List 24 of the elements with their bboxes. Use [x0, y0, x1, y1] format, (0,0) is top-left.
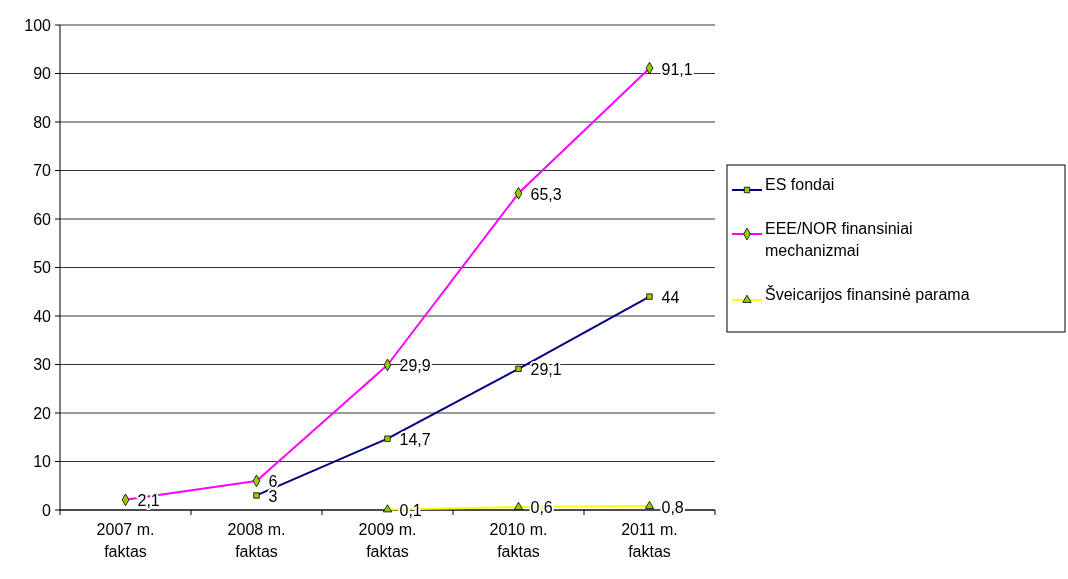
- data-label: 29,1: [530, 361, 562, 379]
- y-tick-label: 60: [33, 210, 52, 228]
- y-tick-label: 70: [33, 162, 52, 180]
- y-tick-label: 50: [33, 259, 52, 277]
- data-label: 2,1: [137, 492, 160, 510]
- data-label: 65,3: [530, 185, 562, 203]
- y-tick-label: 0: [42, 501, 52, 519]
- y-tick-label: 100: [24, 16, 52, 34]
- y-tick-label: 90: [33, 65, 52, 83]
- y-tick-label: 40: [33, 307, 52, 325]
- x-tick-label: 2007 m. faktas: [96, 521, 155, 560]
- x-tick-label: 2010 m. faktas: [489, 521, 548, 560]
- data-label: 44: [661, 289, 680, 306]
- data-label: 14,7: [399, 431, 431, 449]
- legend-label: EEE/NOR finansiniai mechanizmai: [765, 220, 913, 259]
- y-tick-label: 80: [33, 113, 52, 131]
- y-tick-label: 30: [33, 356, 52, 374]
- x-tick-label: 2009 m. faktas: [358, 521, 417, 560]
- legend-label: ES fondai: [765, 176, 835, 193]
- y-tick-label: 10: [33, 453, 52, 471]
- y-tick-label: 20: [33, 404, 52, 422]
- x-tick-label: 2008 m. faktas: [227, 521, 286, 560]
- legend-label: Šveicarijos finansinė parama: [765, 285, 970, 303]
- x-tick-label: 2011 m. faktas: [621, 521, 678, 560]
